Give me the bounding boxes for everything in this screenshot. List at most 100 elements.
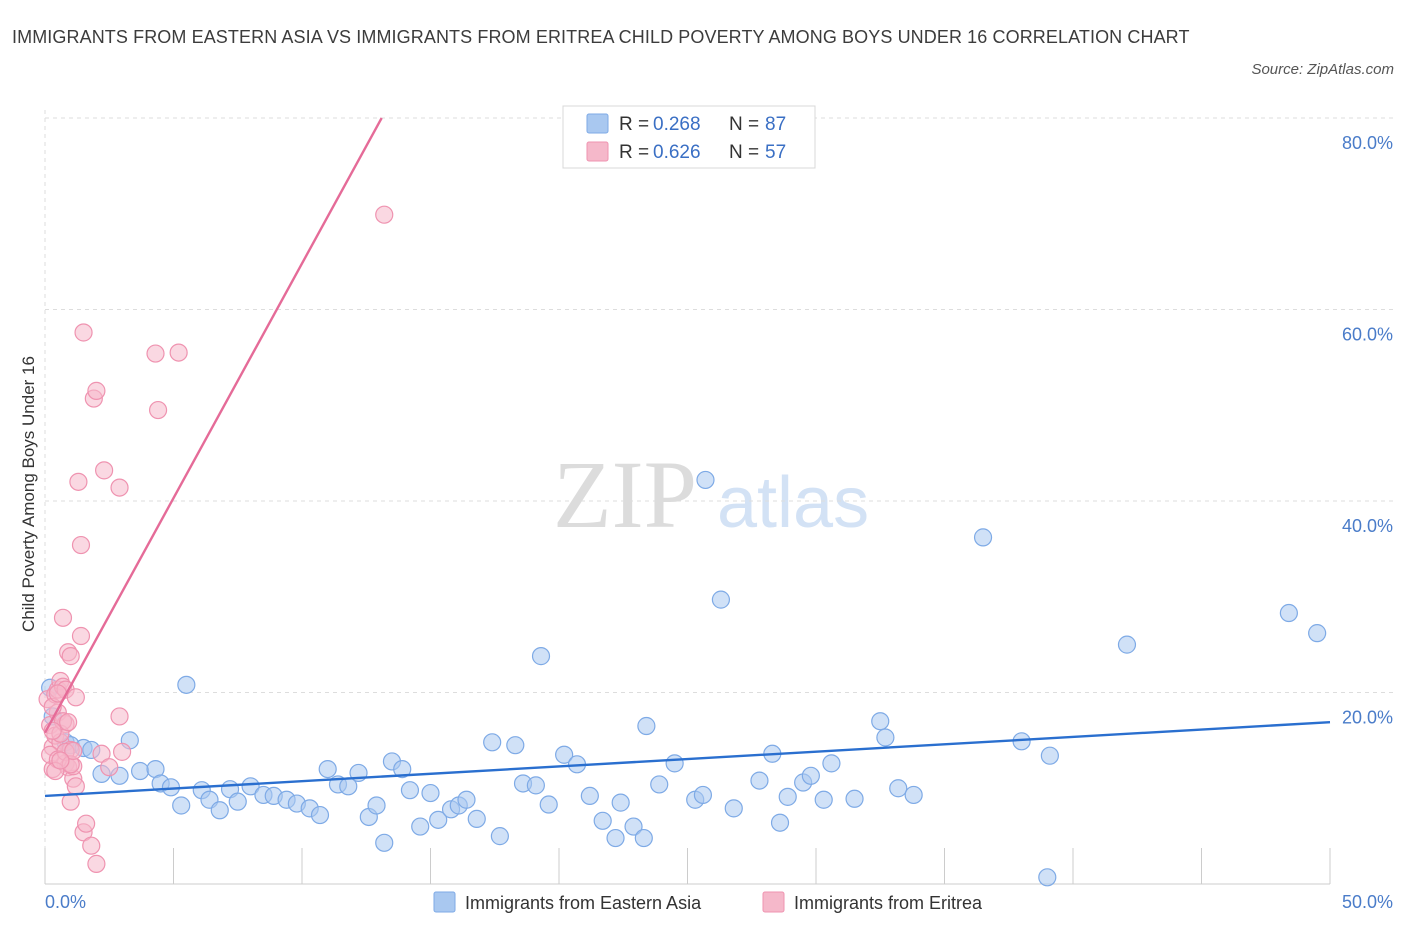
data-point [228, 792, 247, 811]
data-point [310, 805, 330, 825]
data-point [611, 793, 630, 812]
data-point [889, 779, 908, 798]
data-point [634, 828, 653, 848]
data-point [467, 809, 486, 828]
data-point [696, 470, 715, 490]
data-point [241, 777, 260, 796]
data-point [148, 400, 168, 420]
data-point [411, 817, 430, 836]
y-tick-labels: 20.0% 40.0% 60.0% 80.0% [1342, 133, 1393, 728]
data-point [400, 781, 420, 800]
data-point [112, 742, 132, 761]
data-point [59, 713, 78, 732]
data-point [169, 343, 188, 362]
data-point [71, 626, 91, 646]
series-eritrea [38, 205, 394, 873]
data-point [539, 795, 558, 814]
data-point [1279, 603, 1298, 623]
data-point [711, 590, 731, 609]
legend-swatch-pink [586, 141, 609, 162]
data-point [421, 783, 440, 803]
data-point [650, 775, 669, 794]
y-tick-label: 20.0% [1342, 708, 1393, 728]
data-point [82, 836, 101, 855]
data-point [531, 647, 551, 666]
data-point [71, 535, 91, 555]
data-point [606, 828, 625, 848]
data-point [973, 528, 993, 547]
data-point [110, 707, 129, 726]
data-point [177, 675, 196, 694]
axes [44, 848, 1331, 885]
data-point [130, 761, 150, 781]
bottom-legend-swatch-blue [433, 891, 456, 913]
data-point [693, 785, 713, 805]
x-tick-label: 50.0% [1342, 892, 1393, 912]
data-point [904, 785, 923, 805]
y-tick-label: 80.0% [1342, 133, 1393, 153]
legend-n-value-pink: 57 [765, 142, 786, 163]
data-point [871, 712, 890, 731]
data-point [146, 344, 165, 363]
data-point [801, 766, 820, 785]
legend-r-label-blue: R = [619, 114, 649, 135]
data-point [375, 205, 394, 224]
data-point [69, 472, 88, 491]
series-legend: Immigrants from Eastern Asia Immigrants … [433, 891, 983, 913]
data-point [87, 381, 106, 400]
bottom-legend-swatch-pink [762, 891, 785, 913]
data-point [876, 728, 895, 747]
chart-title: IMMIGRANTS FROM EASTERN ASIA VS IMMIGRAN… [12, 27, 1190, 47]
data-point [429, 810, 448, 829]
data-point [53, 608, 73, 627]
data-point [210, 801, 229, 820]
data-point [74, 323, 93, 342]
legend-n-label-pink: N = [729, 142, 759, 163]
data-point [665, 754, 684, 773]
watermark-zip: ZIP [553, 441, 697, 548]
source-note: Source: ZipAtlas.com [1251, 61, 1394, 78]
data-point [375, 833, 394, 852]
watermark-atlas: atlas [717, 463, 869, 543]
y-tick-label: 60.0% [1342, 325, 1393, 345]
data-point [1117, 635, 1137, 654]
x-tick-labels: 0.0% 50.0% [45, 892, 1393, 912]
data-point [64, 741, 83, 761]
data-point [100, 758, 119, 777]
legend-r-label-pink: R = [619, 142, 649, 163]
data-point [61, 647, 80, 666]
data-point [483, 733, 502, 752]
data-point [457, 790, 476, 809]
data-point [580, 786, 599, 806]
data-point [490, 827, 509, 846]
bottom-legend-label-pink: Immigrants from Eritrea [794, 893, 983, 913]
data-point [624, 817, 643, 836]
bottom-legend-label-blue: Immigrants from Eastern Asia [465, 893, 702, 913]
data-point [724, 799, 743, 818]
data-point [770, 813, 790, 832]
data-point [593, 811, 612, 830]
data-point [750, 771, 769, 790]
data-point [1308, 624, 1327, 643]
data-point [814, 790, 833, 809]
x-tick-label: 0.0% [45, 892, 86, 912]
trend-lines [43, 117, 1331, 798]
legend-n-value-blue: 87 [765, 114, 786, 135]
data-point [1040, 746, 1059, 765]
trend-line-pink [43, 117, 383, 734]
y-tick-label: 40.0% [1342, 516, 1393, 536]
data-point [51, 751, 70, 770]
y-axis-label: Child Poverty Among Boys Under 16 [19, 356, 38, 632]
data-point [506, 736, 525, 755]
data-point [110, 478, 129, 497]
data-point [87, 854, 106, 873]
legend-r-value-blue: 0.268 [653, 114, 701, 135]
legend-swatch-blue [586, 113, 609, 134]
legend-r-value-pink: 0.626 [653, 142, 701, 163]
data-point [92, 744, 111, 763]
data-point [367, 796, 386, 815]
stats-legend: R = 0.268 N = 87 R = 0.626 N = 57 [562, 105, 816, 169]
data-point [1038, 868, 1057, 887]
data-point [393, 759, 412, 779]
